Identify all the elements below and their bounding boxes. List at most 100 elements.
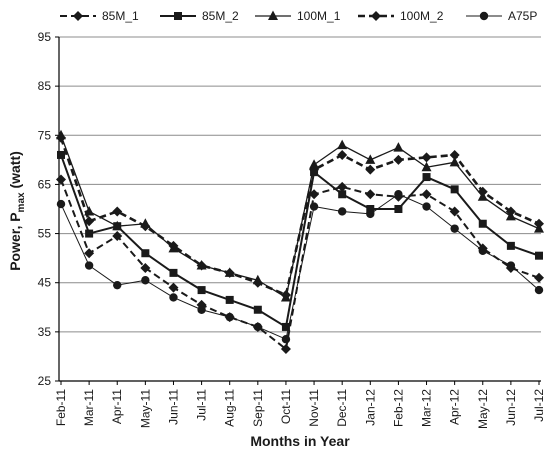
y-axis-title-main: Power, P bbox=[7, 212, 23, 270]
data-point bbox=[449, 206, 460, 217]
x-tick-label: Apr-11 bbox=[110, 389, 124, 424]
x-tick-label: Apr-12 bbox=[448, 389, 462, 425]
data-point bbox=[422, 202, 431, 211]
series-85m-1 bbox=[56, 174, 544, 355]
data-point bbox=[309, 202, 319, 211]
x-tick-label: May-12 bbox=[476, 389, 490, 429]
data-point bbox=[112, 231, 123, 242]
data-point bbox=[337, 149, 348, 160]
y-tick-label: 55 bbox=[38, 227, 52, 241]
data-point bbox=[112, 206, 123, 217]
data-point bbox=[506, 261, 516, 270]
x-tick-label: Jun-12 bbox=[504, 389, 518, 426]
legend-item: 100M_1 bbox=[255, 9, 341, 23]
y-tick-label: 25 bbox=[38, 374, 52, 388]
x-tick-label: Jul-11 bbox=[195, 389, 209, 421]
data-point bbox=[505, 206, 516, 217]
data-point bbox=[197, 286, 206, 295]
data-point bbox=[449, 149, 460, 160]
x-tick-label: Jan-12 bbox=[363, 389, 377, 426]
data-point bbox=[337, 139, 348, 150]
data-point bbox=[421, 152, 432, 163]
data-point bbox=[253, 305, 262, 314]
data-point bbox=[168, 240, 179, 251]
data-point bbox=[365, 189, 376, 200]
x-tick-label: Mar-11 bbox=[82, 389, 96, 426]
data-point bbox=[422, 173, 431, 182]
data-point bbox=[56, 199, 66, 209]
data-point bbox=[225, 295, 234, 304]
x-tick-label: Feb-12 bbox=[391, 389, 405, 427]
x-tick-label: Feb-11 bbox=[54, 389, 68, 426]
data-point bbox=[113, 280, 122, 290]
data-point bbox=[309, 189, 320, 200]
y-axis-title-subscript: max bbox=[16, 192, 27, 212]
data-point bbox=[84, 248, 95, 259]
legend-item: 100M_2 bbox=[358, 9, 444, 23]
data-point bbox=[421, 189, 432, 200]
data-point bbox=[252, 277, 263, 288]
data-point bbox=[112, 220, 123, 231]
axes bbox=[58, 37, 541, 382]
series-group bbox=[56, 129, 544, 355]
series-100m-1 bbox=[56, 129, 544, 302]
data-point bbox=[141, 249, 150, 258]
y-tick-label: 75 bbox=[38, 128, 52, 142]
x-tick-label: Sep-11 bbox=[251, 389, 265, 427]
data-point bbox=[141, 276, 150, 285]
x-axis-title: Months in Year bbox=[250, 433, 350, 449]
data-point bbox=[84, 216, 95, 227]
x-tick-label: May-11 bbox=[138, 389, 152, 428]
data-point bbox=[280, 344, 291, 355]
data-point bbox=[338, 190, 347, 199]
data-point bbox=[309, 159, 320, 169]
data-point bbox=[534, 272, 544, 283]
data-point bbox=[534, 218, 544, 229]
data-point bbox=[534, 285, 544, 295]
y-tick-label: 65 bbox=[38, 177, 52, 191]
y-axis-title-unit: (watt) bbox=[7, 151, 23, 192]
data-point bbox=[394, 190, 403, 199]
data-point bbox=[281, 335, 291, 344]
data-point bbox=[168, 282, 179, 293]
y-tick-label: 95 bbox=[38, 30, 52, 44]
legend-label: 100M_2 bbox=[400, 9, 444, 23]
data-point bbox=[225, 312, 234, 322]
data-point bbox=[140, 262, 151, 273]
x-tick-label: Mar-12 bbox=[420, 389, 434, 427]
data-point bbox=[394, 205, 403, 213]
data-point bbox=[169, 293, 178, 302]
data-point bbox=[337, 181, 348, 192]
data-point bbox=[309, 164, 320, 175]
legend-swatch-marker bbox=[479, 11, 489, 21]
x-tick-label: Oct-11 bbox=[279, 389, 293, 424]
data-point bbox=[366, 205, 375, 213]
data-point bbox=[337, 207, 347, 216]
data-point bbox=[224, 267, 235, 278]
series-a75p bbox=[56, 190, 544, 344]
legend-label: 100M_1 bbox=[297, 9, 341, 23]
x-tick-label: Aug-11 bbox=[223, 389, 237, 427]
x-tick-label: Jul-12 bbox=[532, 389, 546, 422]
y-axis-title: Power, Pmax (watt) bbox=[7, 151, 27, 271]
series-line bbox=[59, 137, 540, 297]
data-point bbox=[56, 174, 66, 185]
y-tick-label: 35 bbox=[38, 325, 52, 339]
data-point bbox=[421, 161, 432, 172]
data-point bbox=[450, 224, 459, 233]
data-point bbox=[280, 290, 291, 300]
data-point bbox=[169, 268, 178, 277]
data-point bbox=[57, 150, 65, 159]
legend-item: 85M_2 bbox=[160, 9, 239, 23]
x-tick-label: Nov-11 bbox=[307, 389, 321, 427]
data-point bbox=[196, 260, 207, 271]
legend-swatch-marker bbox=[268, 10, 278, 20]
data-point bbox=[450, 185, 459, 194]
data-point bbox=[535, 251, 543, 260]
grid-lines bbox=[59, 36, 541, 333]
legend-swatch-marker bbox=[73, 11, 83, 21]
x-tick-label: Jun-11 bbox=[166, 389, 180, 425]
data-point bbox=[56, 132, 66, 143]
data-point bbox=[506, 241, 515, 250]
